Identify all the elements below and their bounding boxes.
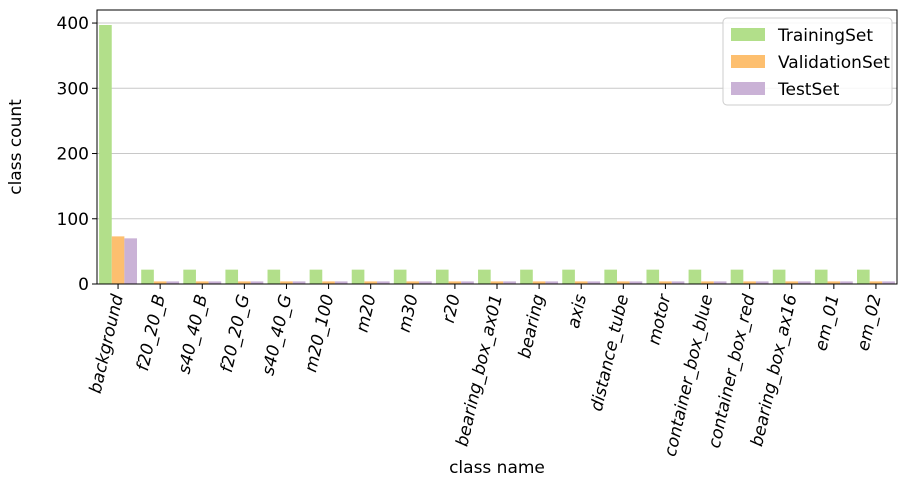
bar-ValidationSet-motor — [659, 281, 672, 284]
bar-TestSet-bearing_box_ax16 — [798, 281, 811, 284]
bar-ValidationSet-em_02 — [869, 281, 883, 284]
bar-TrainingSet-bearing — [520, 269, 533, 284]
bar-TestSet-container_box_red — [755, 281, 769, 284]
bar-ValidationSet-container_box_blue — [701, 281, 714, 284]
y-axis-title: class count — [6, 99, 26, 195]
bar-TrainingSet-motor — [646, 269, 660, 284]
bar-TrainingSet-m20 — [351, 269, 365, 284]
bar-ValidationSet-bearing_box_ax16 — [785, 281, 799, 284]
bar-TestSet-m20_100 — [334, 281, 348, 284]
bar-ValidationSet-em_01 — [827, 281, 841, 284]
bar-TrainingSet-em_02 — [857, 269, 870, 284]
legend-label-TrainingSet: TrainingSet — [777, 26, 873, 46]
bar-TestSet-motor — [671, 281, 685, 284]
x-tick-label: bearing_box_ax16 — [747, 292, 801, 448]
bars-layer — [99, 25, 895, 285]
bar-ValidationSet-axis — [574, 281, 588, 284]
x-tick-label: background — [86, 292, 128, 395]
bar-ValidationSet-s40_40_G — [280, 281, 293, 284]
bar-TestSet-container_box_blue — [713, 281, 727, 284]
y-axis: 0 100 200 300 400 — [57, 14, 97, 295]
x-tick-label: em_02 — [853, 293, 885, 353]
bar-ValidationSet-bearing_box_ax01 — [490, 281, 504, 284]
bar-TrainingSet-distance_tube — [604, 269, 617, 284]
x-tick-label: axis — [564, 292, 591, 330]
x-tick-label: f20_20_B — [133, 293, 170, 373]
bar-ValidationSet-r20 — [448, 281, 462, 284]
legend-swatch-ValidationSet — [731, 55, 765, 68]
bar-TestSet-f20_20_G — [250, 281, 264, 284]
bar-TestSet-m30 — [419, 281, 432, 284]
bar-TestSet-m20 — [377, 281, 390, 284]
bar-TestSet-axis — [587, 281, 601, 284]
bar-ValidationSet-f20_20_G — [238, 281, 251, 284]
bar-TestSet-bearing — [545, 281, 559, 284]
x-tick-label: em_01 — [811, 293, 843, 353]
x-tick-label: s40_40_G — [258, 293, 296, 378]
bar-TestSet-em_01 — [840, 281, 853, 284]
x-tick-label: bearing_box_ax01 — [452, 293, 506, 449]
bar-TrainingSet-m30 — [393, 269, 407, 284]
bar-TrainingSet-em_01 — [814, 269, 828, 284]
bar-ValidationSet-m20 — [364, 281, 377, 284]
bar-TrainingSet-bearing_box_ax01 — [478, 269, 491, 284]
y-tick-label: 400 — [57, 14, 89, 34]
bar-TestSet-s40_40_B — [208, 281, 222, 284]
bar-ValidationSet-bearing — [532, 281, 546, 284]
x-tick-label: motor — [644, 292, 675, 347]
bar-TestSet-em_02 — [882, 281, 895, 284]
x-tick-label: distance_tube — [587, 293, 633, 414]
bar-ValidationSet-container_box_red — [743, 281, 756, 284]
legend-label-ValidationSet: ValidationSet — [778, 53, 890, 73]
y-tick-label: 300 — [57, 79, 89, 99]
x-tick-label: m30 — [395, 293, 423, 335]
x-axis-title: class name — [449, 458, 545, 478]
legend-label-TestSet: TestSet — [777, 80, 840, 100]
bar-TrainingSet-container_box_blue — [688, 269, 702, 284]
bar-ValidationSet-m20_100 — [322, 281, 335, 284]
bar-TestSet-s40_40_G — [292, 281, 306, 284]
x-tick-label: bearing — [515, 292, 549, 360]
bar-TrainingSet-m20_100 — [309, 269, 323, 284]
bar-ValidationSet-f20_20_B — [153, 281, 167, 284]
x-tick-label: f20_20_G — [217, 293, 254, 375]
bar-ValidationSet-background — [111, 236, 125, 284]
x-tick-label: s40_40_B — [174, 293, 212, 376]
x-tick-label: m20 — [352, 293, 380, 335]
bar-TrainingSet-r20 — [435, 269, 449, 284]
y-tick-label: 200 — [57, 145, 89, 165]
bar-TestSet-distance_tube — [629, 281, 643, 284]
legend-swatch-TestSet — [731, 82, 765, 95]
y-tick-label: 100 — [57, 210, 89, 230]
x-tick-label: m20_100 — [301, 293, 338, 375]
bar-TrainingSet-bearing_box_ax16 — [772, 269, 786, 284]
bar-ValidationSet-distance_tube — [617, 281, 630, 284]
legend: TrainingSet ValidationSet TestSet — [722, 17, 893, 106]
bar-ValidationSet-s40_40_B — [195, 281, 209, 284]
bar-ValidationSet-m30 — [406, 281, 420, 284]
bar-TestSet-f20_20_B — [166, 281, 180, 284]
bar-TestSet-bearing_box_ax01 — [503, 281, 516, 284]
bar-TrainingSet-s40_40_G — [267, 269, 281, 284]
y-tick-label: 0 — [78, 275, 89, 295]
bar-TrainingSet-s40_40_B — [183, 269, 196, 284]
x-tick-label: r20 — [439, 293, 465, 325]
bar-TrainingSet-axis — [562, 269, 575, 284]
bar-TrainingSet-container_box_red — [730, 269, 744, 284]
bar-TestSet-background — [124, 238, 137, 284]
bar-TrainingSet-f20_20_G — [225, 269, 239, 284]
bar-TrainingSet-background — [99, 25, 112, 285]
legend-swatch-TrainingSet — [731, 28, 765, 41]
legend-box — [722, 17, 893, 106]
x-axis: background f20_20_B s40_40_B f20_20_G s40_40… — [86, 284, 886, 458]
bar-TestSet-r20 — [461, 281, 474, 284]
bar-TrainingSet-f20_20_B — [141, 269, 154, 284]
